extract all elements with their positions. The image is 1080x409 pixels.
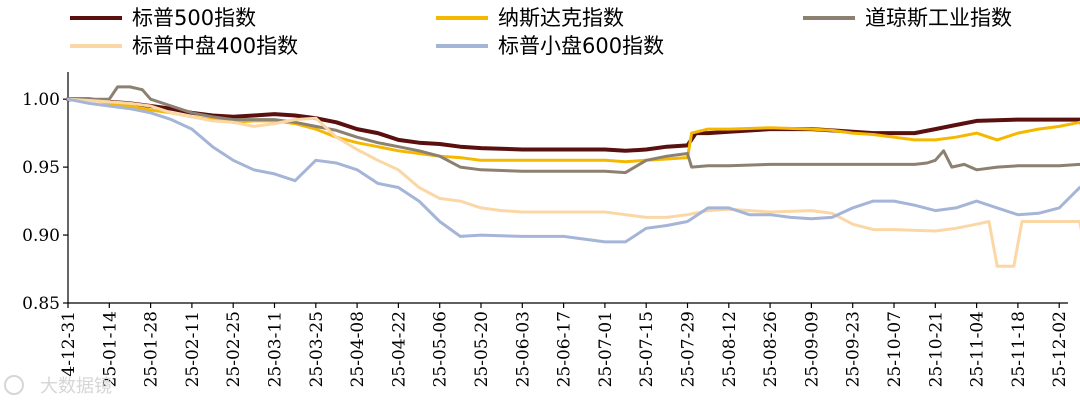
watermark-text: 大数据镜 [40, 376, 112, 397]
axes [67, 72, 1068, 304]
x-tick-label: 25-04-08 [348, 311, 368, 387]
x-tick-label: 25-06-17 [555, 311, 575, 387]
x-tick-label: 25-03-25 [307, 311, 327, 387]
x-tick-label: 25-03-11 [266, 311, 286, 387]
x-tick-label: 25-11-04 [968, 311, 988, 387]
x-tick-label: 25-04-22 [389, 311, 409, 387]
x-tick-label: 25-07-15 [637, 311, 657, 387]
y-ticks: 0.85 0.90 0.95 1.00 [22, 90, 68, 314]
x-tick-label: 25-01-14 [100, 311, 120, 387]
legend-label: 标普中盘400指数 [132, 34, 298, 58]
x-tick-label: 25-02-11 [183, 311, 203, 387]
legend-label: 道琼斯工业指数 [865, 6, 1012, 30]
series-line-3 [66, 85, 1080, 175]
x-ticks: 4-12-31 25-01-14 25-01-28 25-02-11 25-02-25 2… [59, 303, 1070, 387]
x-tick-label: 4-12-31 [59, 311, 79, 377]
x-tick-label: 25-10-07 [885, 311, 905, 387]
x-tick-label: 25-08-12 [720, 311, 740, 387]
x-tick-label: 25-06-03 [513, 311, 533, 387]
x-tick-label: 25-05-20 [472, 311, 492, 387]
x-tick-label: 25-10-21 [926, 311, 946, 387]
series-line-4 [66, 97, 1080, 268]
series-line-5 [66, 97, 1080, 244]
x-tick-label: 25-09-09 [802, 311, 822, 387]
legend-label: 标普500指数 [132, 6, 256, 30]
legend-label: 标普小盘600指数 [498, 34, 664, 58]
x-tick-label: 25-09-23 [844, 311, 864, 387]
x-tick-label: 25-12-02 [1050, 311, 1070, 387]
y-tick-label: 0.90 [22, 226, 60, 246]
series-line-1 [66, 97, 1080, 153]
x-tick-label: 25-01-28 [142, 311, 162, 387]
watermark-logo-icon [4, 375, 24, 395]
x-tick-label: 25-07-29 [679, 311, 699, 387]
x-tick-label: 25-05-06 [431, 311, 451, 387]
y-tick-label: 0.85 [22, 294, 60, 314]
y-tick-label: 1.00 [22, 90, 60, 110]
x-tick-label: 25-08-26 [761, 311, 781, 387]
x-tick-label: 25-11-18 [1009, 311, 1029, 387]
legend-label: 纳斯达克指数 [498, 6, 624, 30]
watermark: 大数据镜 [4, 375, 112, 397]
plot-lines [66, 85, 1080, 268]
x-tick-label: 25-07-01 [596, 311, 616, 387]
y-tick-label: 0.95 [22, 158, 60, 178]
x-tick-label: 25-02-25 [224, 311, 244, 387]
